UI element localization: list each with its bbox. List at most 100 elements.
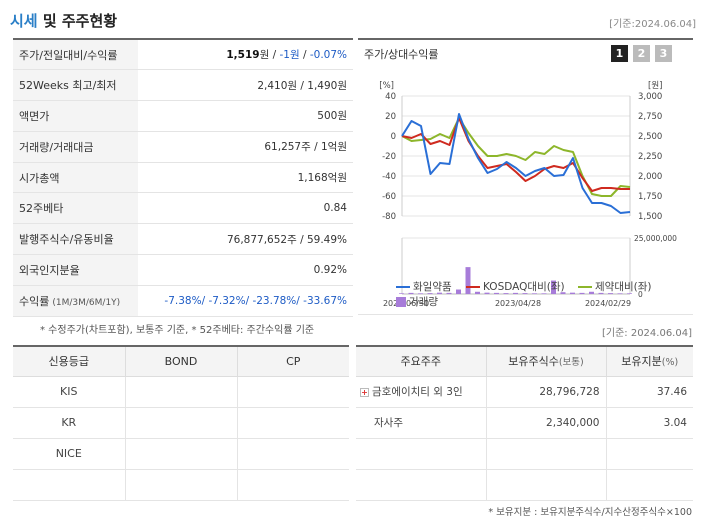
price-sep: / <box>299 49 310 62</box>
left-tick-label: -40 <box>382 172 396 182</box>
info-label-text: 외국인지분율 <box>19 263 80 277</box>
holder-name-cell: + 금호에이치티 외 3인 <box>356 376 486 408</box>
credit-cell <box>236 469 349 501</box>
volume-bar <box>598 292 604 294</box>
holders-header-pct: 보유지분(%) <box>605 346 693 377</box>
left-tick-label: 40 <box>385 92 396 102</box>
credit-cell: KIS <box>13 376 125 408</box>
info-value: 0.92% <box>138 254 353 286</box>
info-label-text: 주가/전일대비/수익률 <box>19 48 118 62</box>
volume-bar <box>446 292 452 294</box>
holder-name-cell <box>356 469 486 501</box>
info-value: 61,257주 / 1억원 <box>138 131 353 163</box>
x-tick-label: 2024/02/29 <box>585 299 631 308</box>
volume-bar <box>465 267 471 294</box>
info-label-text: 수익률 <box>19 294 50 308</box>
credit-row: NICE <box>13 438 349 470</box>
left-tick-label: -60 <box>382 192 396 202</box>
right-tick-label: 2,750 <box>638 112 662 122</box>
holder-row <box>356 438 693 470</box>
info-value-text: 1,168억원 <box>297 172 347 185</box>
chart-page-button-3[interactable]: 3 <box>655 45 672 62</box>
info-label-text: 52Weeks 최고/최저 <box>19 79 117 93</box>
legend-stock: 화일약품 <box>396 279 452 294</box>
credit-rating-table: 신용등급 BOND CP KIS KR NICE <box>13 345 349 501</box>
holder-name-cell <box>356 438 486 470</box>
legend-kosdaq: KOSDAQ대비(좌) <box>466 279 565 294</box>
info-value: 1,519원 / -1원 / -0.07% <box>138 39 353 71</box>
right-tick-label: 2,250 <box>638 152 662 162</box>
base-date-2: [기준: 2024.06.04] <box>601 328 692 339</box>
price-rate: -0.07% <box>309 49 347 62</box>
info-label: 52주베타 <box>13 192 138 225</box>
legend-pharma-swatch <box>578 286 592 288</box>
volume-bar <box>570 292 575 294</box>
price-unit: 원 <box>259 49 270 62</box>
holder-row <box>356 469 693 501</box>
footnote-holders: * 보유지분 : 보유지분주식수/지수산정주식수×100 <box>488 507 692 518</box>
chart-page-button-2[interactable]: 2 <box>633 45 650 62</box>
holders-header-shares: 보유주식수(보통) <box>485 346 606 377</box>
info-row: 액면가 500원 <box>13 100 353 132</box>
credit-cell <box>13 469 125 501</box>
major-holders-table: 주요주주 보유주식수(보통) 보유지분(%) + 금호에이치티 외 3인 28,79… <box>356 345 693 501</box>
info-row: 수익률 (1M/3M/6M/1Y) -7.38%/ -7.32%/ -23.78%/… <box>13 285 353 317</box>
right-tick-label: 3,000 <box>638 92 662 102</box>
volume-bar <box>484 292 490 294</box>
left-tick-label: -80 <box>382 212 396 222</box>
holder-shares <box>485 469 606 501</box>
credit-row: KIS <box>13 376 349 408</box>
title-rest: 및 주주현황 <box>37 12 118 30</box>
section-header: 시세 및 주주현황 [기준:2024.06.04] <box>10 6 702 34</box>
credit-cell <box>124 376 237 408</box>
left-axis-unit: [%] <box>379 81 394 91</box>
info-value-text: 0.92% <box>313 263 347 276</box>
volume-bar <box>437 292 442 294</box>
info-row: 외국인지분율 0.92% <box>13 254 353 286</box>
info-label-sub: (1M/3M/6M/1Y) <box>52 297 121 308</box>
info-label: 주가/전일대비/수익률 <box>13 39 138 71</box>
info-value-text: 500원 <box>317 110 347 123</box>
base-date: [기준:2024.06.04] <box>609 19 696 30</box>
info-label: 52Weeks 최고/최저 <box>13 69 138 102</box>
info-value-text: 0.84 <box>323 202 347 215</box>
volume-bar <box>560 292 566 294</box>
holder-shares: 28,796,728 <box>485 376 606 408</box>
info-label: 거래량/거래대금 <box>13 131 138 163</box>
left-tick-label: 0 <box>391 132 396 142</box>
left-tick-label: 20 <box>385 112 396 122</box>
price-chart: [%] [원] 40 20 0 -20 -40 -60 -80 3,000 2,750 2,500 2,… <box>379 81 677 308</box>
expand-plus-icon[interactable]: + <box>360 387 369 397</box>
credit-header-bond: BOND <box>124 346 237 377</box>
credit-cell <box>236 438 349 470</box>
info-value: 1,168억원 <box>138 162 353 194</box>
holder-pct <box>605 438 693 470</box>
series-line-1 <box>401 113 631 214</box>
credit-cell <box>236 407 349 439</box>
chart-title: 주가/상대수익률 <box>364 48 439 61</box>
holder-row: + 금호에이치티 외 3인 28,796,728 37.46 <box>356 376 693 408</box>
volume-bar <box>494 292 499 294</box>
holders-header-pct-unit: (%) <box>661 357 679 369</box>
credit-cell: KR <box>13 407 125 439</box>
info-row: 시가총액 1,168억원 <box>13 162 353 194</box>
holder-shares: 2,340,000 <box>485 407 606 439</box>
section-title: 시세 및 주주현황 <box>10 10 117 31</box>
right-tick-label: 1,500 <box>638 212 662 222</box>
volume-bar <box>503 293 509 294</box>
holder-pct: 37.46 <box>605 376 693 408</box>
info-row: 발행주식수/유동비율 76,877,652주 / 59.49% <box>13 223 353 256</box>
credit-cell <box>236 376 349 408</box>
x-tick-label: 2023/04/28 <box>495 299 541 308</box>
chart-page-button-1[interactable]: 1 <box>611 45 628 62</box>
volume-bar <box>579 292 585 294</box>
info-value-text: -7.38%/ -7.32%/ -23.78%/ -33.67% <box>164 294 347 307</box>
info-value-text: 2,410원 / 1,490원 <box>257 79 347 92</box>
info-value: 500원 <box>138 100 353 132</box>
info-row: 52주베타 0.84 <box>13 192 353 225</box>
holders-header-shares-unit: (보통) <box>558 357 584 369</box>
legend-pharma: 제약대비(좌) <box>578 279 652 294</box>
info-label: 수익률 (1M/3M/6M/1Y) <box>13 285 138 317</box>
holder-pct <box>605 469 693 501</box>
holders-header-name: 주요주주 <box>356 346 486 377</box>
